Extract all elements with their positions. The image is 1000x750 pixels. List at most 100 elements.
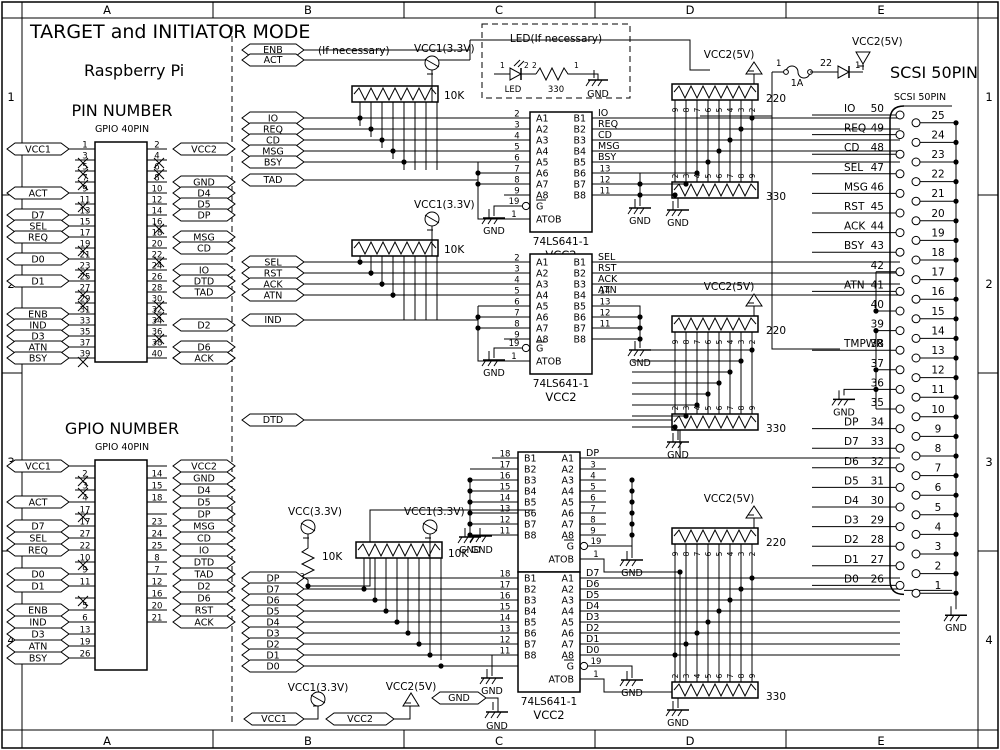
scsi-pin-pad[interactable] xyxy=(895,169,905,179)
scsi-gnd-pad[interactable] xyxy=(911,588,921,598)
pin-number: 5 xyxy=(82,163,87,173)
scsi-pin-number: 43 xyxy=(871,240,884,252)
scsi-gnd-pad[interactable] xyxy=(911,333,921,343)
resistor-pin-number: 4 xyxy=(726,107,735,112)
dtd-port-group[interactable]: DTD xyxy=(241,413,305,427)
scsi-pin-pad[interactable] xyxy=(895,208,905,218)
gnd-hatch xyxy=(665,209,671,217)
scsi-pin-pad[interactable] xyxy=(895,463,905,473)
scsi-pin-pad[interactable] xyxy=(895,580,905,590)
ic-pin-name: A1 xyxy=(561,453,574,464)
scsi-gnd-pad[interactable] xyxy=(911,196,921,206)
ic-pin-number: 7 xyxy=(514,164,519,174)
signal-port-label: RST xyxy=(264,268,283,279)
scsi-pin-pad[interactable] xyxy=(895,404,905,414)
scsi-gnd-pad[interactable] xyxy=(911,529,921,539)
pin-number: 11 xyxy=(80,578,91,588)
junction-dot xyxy=(383,608,389,614)
scsi-gnd-pad[interactable] xyxy=(911,255,921,265)
scsi-pin-pad[interactable] xyxy=(895,561,905,571)
scsi-pin-pad[interactable] xyxy=(895,326,905,336)
scsi-pin-pad[interactable] xyxy=(895,267,905,277)
ind-port-group[interactable]: IND xyxy=(241,313,305,327)
resistor-zigzag xyxy=(673,84,757,100)
pin-number: 24 xyxy=(152,262,163,272)
scsi-gnd-pad[interactable] xyxy=(911,216,921,226)
vcc2-legend-port[interactable]: VCC2 xyxy=(325,712,395,726)
scsi-pin-pad[interactable] xyxy=(895,306,905,316)
ic-pin-name: A3 xyxy=(561,475,574,486)
scsi-gnd-pad[interactable] xyxy=(911,490,921,500)
scsi-gnd-pad[interactable] xyxy=(911,510,921,520)
header-pin-label: ATN xyxy=(29,641,48,652)
ic-out-label: D7 xyxy=(586,568,599,579)
scsi-gnd-pad[interactable] xyxy=(911,177,921,187)
scsi-pin-pad[interactable] xyxy=(895,365,905,375)
nc-mark xyxy=(77,595,89,607)
vcc1-legend-port[interactable]: VCC1 xyxy=(243,712,305,726)
header-pin-label: VCC1 xyxy=(25,461,51,472)
resistor-pin-number: 6 xyxy=(715,673,724,678)
ic-enable-pin: G xyxy=(567,541,574,552)
scsi-pin-pad[interactable] xyxy=(895,286,905,296)
scsi-pin-pad[interactable] xyxy=(895,228,905,238)
scsi-pin-pad[interactable] xyxy=(895,424,905,434)
junction-dot xyxy=(357,259,363,265)
scsi-pin-pad[interactable] xyxy=(895,502,905,512)
gnd-legend-port[interactable]: GND xyxy=(431,691,487,705)
scsi-pin-pad[interactable] xyxy=(895,443,905,453)
scsi-gnd-pad[interactable] xyxy=(911,451,921,461)
scsi-gnd-pad[interactable] xyxy=(911,235,921,245)
junction-dot xyxy=(637,336,643,342)
scsi-gnd-pad[interactable] xyxy=(911,275,921,285)
resistor-pin-number: 7 xyxy=(726,405,735,410)
nc-mark xyxy=(77,487,89,499)
scsi-pin-pad[interactable] xyxy=(895,110,905,120)
scsi-pin-pad[interactable] xyxy=(895,149,905,159)
scsi-pin-number: 45 xyxy=(871,201,884,213)
nc-mark xyxy=(77,356,89,368)
tad-port-group[interactable]: TAD xyxy=(241,173,305,187)
scsi-pin-pad[interactable] xyxy=(895,345,905,355)
junction-dot xyxy=(637,325,643,331)
vcc1-legend-symbol xyxy=(310,691,326,707)
scsi-pin-pad[interactable] xyxy=(895,522,905,532)
scsi-gnd-pad[interactable] xyxy=(911,392,921,402)
resistor-zigzag xyxy=(673,414,757,430)
scsi-gnd-pad[interactable] xyxy=(911,314,921,324)
port-outline xyxy=(241,288,305,302)
resistor-pin-number: 3 xyxy=(737,107,746,112)
ic-pin-number: 19 xyxy=(591,537,602,547)
scsi-gnd-pad[interactable] xyxy=(911,471,921,481)
header-pin-label: DP xyxy=(197,210,210,221)
ic-pin-name: A5 xyxy=(536,301,549,312)
scsi-gnd-pad[interactable] xyxy=(911,569,921,579)
scsi-gnd-pad[interactable] xyxy=(911,353,921,363)
scsi-pin-pad[interactable] xyxy=(895,541,905,551)
act-port-group[interactable]: ACT xyxy=(241,53,305,67)
gnd-hatch xyxy=(677,441,683,449)
scsi-pin-pad[interactable] xyxy=(895,247,905,257)
scsi-gnd-pad[interactable] xyxy=(911,294,921,304)
ic-pin-name: A8 xyxy=(561,530,574,541)
nc-mark xyxy=(153,311,165,323)
resistor-pin-number: 3 xyxy=(682,173,691,178)
scsi-pin-pad[interactable] xyxy=(895,384,905,394)
scsi-pin-pad[interactable] xyxy=(895,482,905,492)
enable-gnd-wire xyxy=(493,347,506,358)
scsi-pin-number: 34 xyxy=(871,417,885,429)
ic-pin-name: B4 xyxy=(524,606,537,617)
scsi-gnd-pad[interactable] xyxy=(911,118,921,128)
resistor-value-330: 330 xyxy=(766,423,786,435)
scsi-gnd-pad[interactable] xyxy=(911,137,921,147)
scsi-gnd-pad[interactable] xyxy=(911,157,921,167)
scsi-gnd-pad[interactable] xyxy=(911,549,921,559)
dir-wire xyxy=(477,355,506,362)
scsi-gnd-pad[interactable] xyxy=(911,373,921,383)
resistor-network-10k-top: 10K xyxy=(351,85,465,103)
scsi-pin-pad[interactable] xyxy=(895,130,905,140)
ic-pin-number: 18 xyxy=(500,569,511,579)
scsi-gnd-pad[interactable] xyxy=(911,412,921,422)
scsi-pin-pad[interactable] xyxy=(895,188,905,198)
scsi-gnd-pad[interactable] xyxy=(911,431,921,441)
